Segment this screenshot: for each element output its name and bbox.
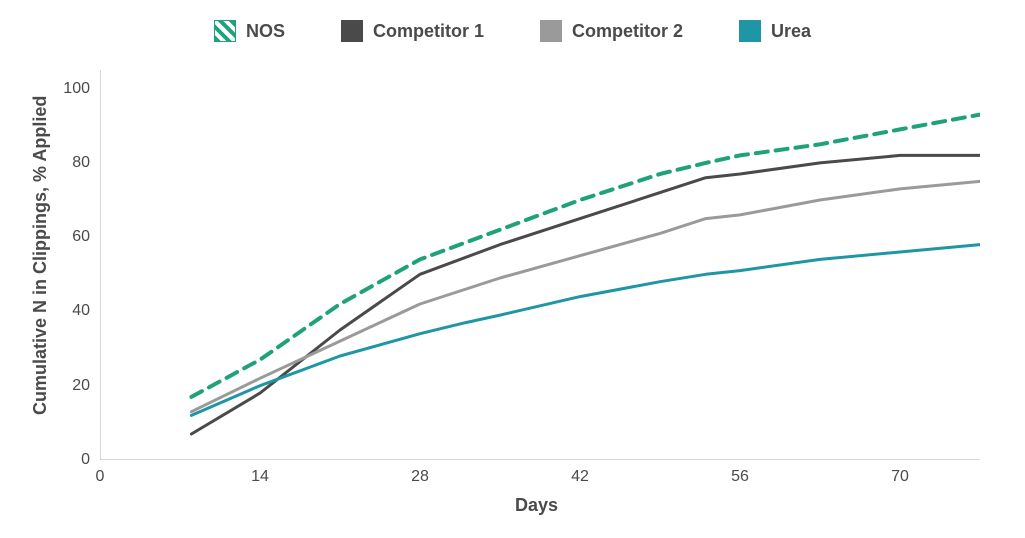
legend-label-comp1: Competitor 1 <box>373 21 484 42</box>
legend-item-urea: Urea <box>739 20 811 42</box>
x-tick-1: 14 <box>251 468 269 486</box>
legend-swatch-urea-icon <box>739 20 761 42</box>
series-urea <box>191 245 980 416</box>
x-tick-2: 28 <box>411 468 429 486</box>
y-tick-1: 20 <box>50 377 90 395</box>
legend-swatch-comp2-icon <box>540 20 562 42</box>
y-axis-title: Cumulative N in Clippings, % Applied <box>30 96 51 415</box>
legend-swatch-nos-icon <box>214 20 236 42</box>
x-tick-5: 70 <box>891 468 909 486</box>
y-tick-4: 80 <box>50 154 90 172</box>
legend-label-urea: Urea <box>771 21 811 42</box>
x-tick-4: 56 <box>731 468 749 486</box>
line-chart: NOS Competitor 1 Competitor 2 Urea Cumul… <box>0 0 1025 538</box>
legend-item-nos: NOS <box>214 20 285 42</box>
y-tick-3: 60 <box>50 228 90 246</box>
y-tick-0: 0 <box>50 451 90 469</box>
legend-label-comp2: Competitor 2 <box>572 21 683 42</box>
x-tick-3: 42 <box>571 468 589 486</box>
legend-item-comp2: Competitor 2 <box>540 20 683 42</box>
legend-item-comp1: Competitor 1 <box>341 20 484 42</box>
legend-swatch-comp1-icon <box>341 20 363 42</box>
y-tick-5: 100 <box>50 80 90 98</box>
legend-label-nos: NOS <box>246 21 285 42</box>
x-axis-title: Days <box>515 495 558 516</box>
chart-legend: NOS Competitor 1 Competitor 2 Urea <box>0 20 1025 42</box>
x-tick-0: 0 <box>96 468 105 486</box>
plot-area <box>100 70 980 460</box>
y-tick-2: 40 <box>50 302 90 320</box>
